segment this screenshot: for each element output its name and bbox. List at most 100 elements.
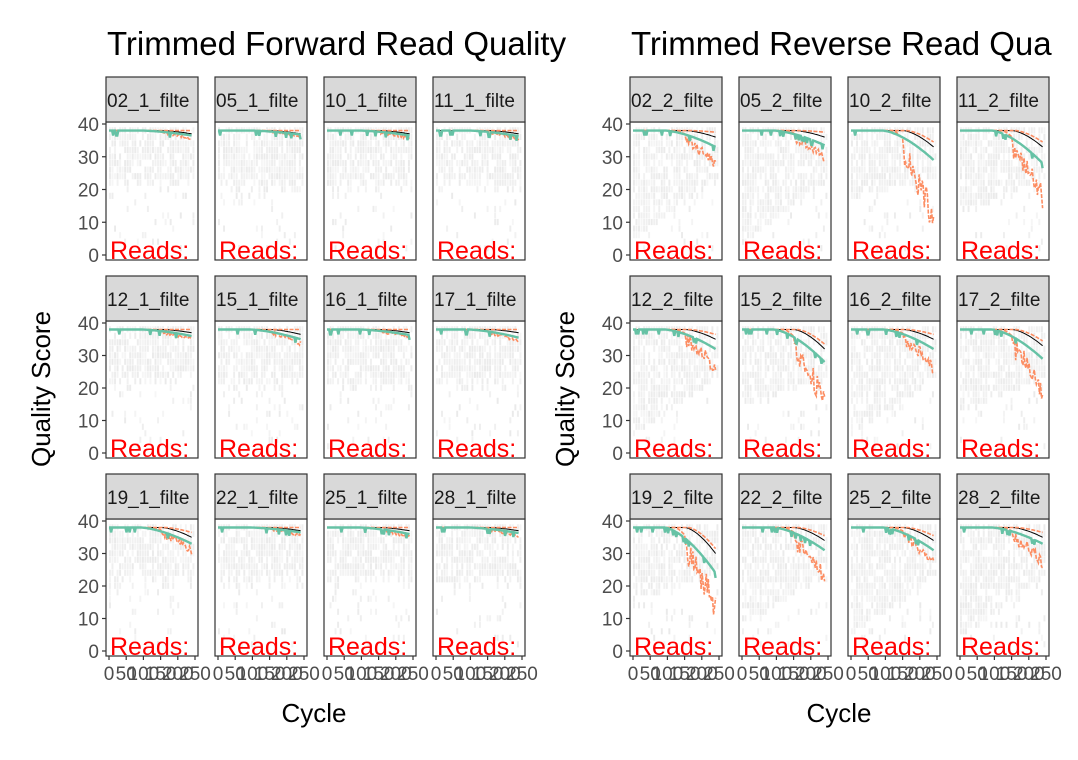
heatmap-tile [982,192,985,199]
heatmap-tile [1038,245,1041,252]
heatmap-tile [250,430,253,437]
heatmap-tile [250,166,253,173]
heatmap-tile [390,530,393,537]
mean-quality-line [436,328,519,339]
heatmap-tile [243,339,246,346]
heatmap-tile [650,410,653,417]
heatmap-tile [484,365,486,372]
heatmap-tile [298,160,301,167]
x-tick-label: 250 [397,664,429,685]
heatmap-tile [688,365,691,372]
heatmap-tile [149,173,152,180]
heatmap-tile [124,358,127,365]
heatmap-tile [1023,179,1026,186]
heatmap-tile [126,345,129,352]
heatmap-tile [779,146,782,154]
heatmap-tile [276,569,279,576]
quality-lines [742,129,826,162]
heatmap-tile [708,332,711,339]
heatmap-tile [220,345,223,352]
heatmap-tile [820,133,823,140]
heatmap-tile [787,146,790,154]
heatmap-tile [990,160,993,167]
heatmap-tile [273,153,276,160]
heatmap-tile [711,160,714,167]
heatmap-tile [883,186,886,193]
heatmap-tile [218,140,220,147]
heatmap-tile [334,550,337,557]
heatmap-tile [258,179,261,186]
heatmap-tile [693,173,696,180]
heatmap-tile [377,556,380,563]
heatmap-tile [921,133,924,140]
heatmap-tile [387,404,390,411]
heatmap-tile [456,384,459,391]
heatmap-tile [359,365,362,372]
heatmap-tile [136,550,139,557]
heatmap-tile [486,615,489,622]
heatmap-tile [1005,245,1008,252]
heatmap-tile [747,186,749,193]
heatmap-tile [992,153,995,160]
heatmap-tile [965,140,967,147]
heatmap-tile [154,537,157,544]
heatmap-tile [291,179,294,186]
heatmap-tile [486,537,489,544]
quality-lines [218,328,302,347]
heatmap-tile [1020,179,1023,186]
heatmap-tile [894,146,896,154]
heatmap-tile [643,358,646,365]
heatmap-tile [184,365,187,372]
heatmap-tile [972,179,975,186]
heatmap-tile [354,345,357,352]
heatmap-tile [676,417,678,424]
heatmap-tile [499,140,502,147]
heatmap-tile [329,153,332,160]
heatmap-tile [519,352,522,359]
heatmap-tile [301,179,304,186]
heatmap-tile [109,160,111,167]
heatmap-tile [713,127,716,134]
heatmap-tile [174,192,177,199]
heatmap-tile [407,140,410,147]
heatmap-tile [116,530,119,537]
heatmap-tile [441,530,443,537]
heatmap-tile [253,556,256,563]
heatmap-tile [354,339,357,346]
heatmap-tile [141,339,144,346]
heatmap-tile [395,166,398,173]
heatmap-tile [448,146,451,154]
heatmap-tile [405,378,408,385]
heatmap-tile [332,365,334,372]
heatmap-tile [800,192,803,199]
heatmap-tile [266,537,268,544]
heatmap-tile [1000,179,1003,186]
heatmap-tile [1000,166,1003,173]
heatmap-tile [516,153,519,160]
heatmap-tile [402,563,405,570]
heatmap-tile [235,160,238,167]
heatmap-tile [436,569,438,576]
heatmap-tile [111,569,114,576]
quality-lines [851,129,935,224]
heatmap-tile [501,160,504,167]
heatmap-tile [375,146,377,154]
heatmap-tile [375,153,377,160]
heatmap-tile [471,569,474,576]
heatmap-tile [154,146,157,154]
heatmap-tile [291,153,294,160]
heatmap-tile [774,160,777,167]
heatmap-tile [119,537,122,544]
heatmap-tile [218,146,220,154]
heatmap-tile [149,556,152,563]
heatmap-tile [648,199,651,206]
heatmap-tile [456,410,459,417]
heatmap-tile [436,378,438,385]
heatmap-tile [131,140,134,147]
heatmap-tile [344,166,347,173]
heatmap-tile [114,225,116,232]
heatmap-tile [273,352,276,359]
heatmap-tile [387,133,390,140]
heatmap-tile [121,365,124,372]
heatmap-tile [298,140,301,147]
